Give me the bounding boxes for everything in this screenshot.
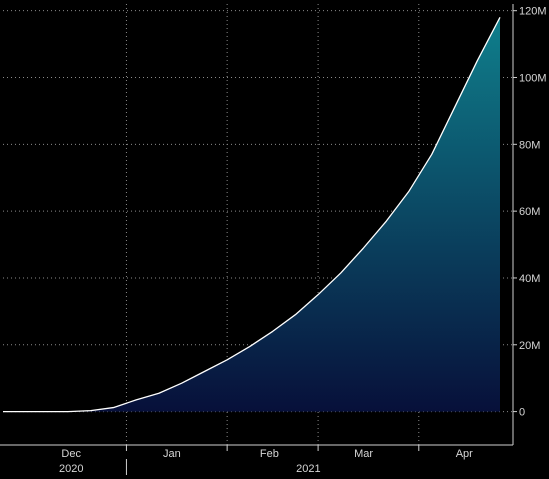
series-area xyxy=(3,17,500,412)
y-tick-label: 20M xyxy=(519,340,540,352)
axis-layer: 0 20M 40M 60M 80M 100M 120M Dec Jan Feb Mar Apr 2020… xyxy=(0,4,547,475)
x-month-label: Feb xyxy=(260,448,279,460)
y-tick-label: 80M xyxy=(519,139,540,151)
x-month-label: Jan xyxy=(163,448,181,460)
x-month-label: Apr xyxy=(456,448,473,460)
x-year-label: 2021 xyxy=(296,463,320,475)
x-month-label: Mar xyxy=(354,448,373,460)
y-tick-label: 40M xyxy=(519,273,540,285)
y-tick-label: 120M xyxy=(519,6,547,18)
series-line xyxy=(3,17,501,413)
y-tick-label: 60M xyxy=(519,206,540,218)
x-year-label: 2020 xyxy=(59,463,83,475)
y-tick-label: 100M xyxy=(519,73,547,85)
y-tick-label: 0 xyxy=(519,407,525,419)
area-layer xyxy=(3,17,501,413)
x-month-label: Dec xyxy=(61,448,81,460)
